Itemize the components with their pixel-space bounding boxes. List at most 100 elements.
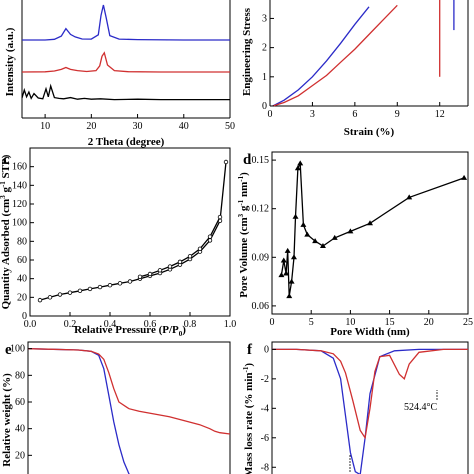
panel-c-letter: c: [3, 152, 10, 168]
panel-c-point-1-5: [187, 254, 193, 259]
panel-f-y-ticks: 0 -2 -4 -6 -8: [261, 344, 276, 473]
panel-c-point-0-2: [57, 292, 63, 297]
panel-d-point-17: [406, 194, 413, 200]
panel-a-xtick-label-1: 20: [86, 121, 96, 132]
panel-c-y-ticks: 0 20 40 60 80 100 120 140 160: [12, 162, 34, 322]
panel-b-xtick-label-3: 9: [395, 109, 400, 120]
panel-c-ytick-label-0: 0: [22, 311, 27, 322]
panel-c-ytick-label-7: 140: [12, 180, 27, 191]
panel-c-xlabel-b: ): [182, 324, 186, 336]
panel-b-xtick-label-2: 6: [352, 109, 357, 120]
panel-d-ylabel-c: nm: [238, 182, 250, 200]
panel-c-point-0-8: [117, 281, 123, 286]
panel-c-point-0-19: [223, 159, 229, 165]
panel-f-ytick-label-0: 0: [264, 344, 269, 355]
panel-d-ylabel-sup3: -1: [237, 175, 245, 181]
panel-e-ytick-label-1: 20: [15, 450, 25, 461]
panel-b-ylabel: Engineering Stress: [241, 7, 253, 96]
panel-b-plot: [272, 0, 455, 107]
panel-a-xtick-label-2: 30: [133, 121, 143, 132]
panel-a-series-0: [22, 4, 230, 41]
panel-d-point-9: [297, 160, 304, 166]
panel-c-point-1-3: [167, 264, 173, 269]
panel-b-series-1: [272, 4, 398, 107]
panel-f-series-1: [272, 348, 468, 440]
panel-c-point-1-8: [217, 214, 223, 220]
panel-d-point-13: [319, 242, 326, 248]
panel-c-point-1-6: [197, 246, 203, 251]
panel-d-point-10: [300, 221, 307, 227]
panel-c-point-0-7: [107, 283, 113, 288]
panel-d-ylabel-sup2: -1: [237, 199, 245, 205]
panel-c-xlabel-a: Relative Pressure (P/P: [74, 324, 179, 336]
panel-d-point-5: [288, 278, 295, 284]
panel-d-ylabel-b: g: [238, 205, 250, 214]
panel-e-ytick-label-5: 100: [10, 344, 25, 355]
panel-a-plot: [21, 4, 230, 101]
panel-b-xtick-label-1: 3: [310, 109, 315, 120]
panel-c-ylabel-c: STP): [0, 154, 12, 181]
panel-d-x-ticks: 0 5 10 15 20 25: [270, 310, 473, 328]
panel-d-frame: [271, 151, 469, 315]
panel-f-ytick-label-4: -8: [261, 462, 269, 473]
panel-b-ytick-label-1: 1: [262, 72, 267, 83]
panel-c-xlabel-sub: 0: [179, 330, 183, 338]
panel-c-point-1-7: [207, 234, 213, 239]
panel-c-point-0-0: [37, 297, 43, 303]
panel-c-point-0-6: [97, 284, 103, 290]
panel-c-point-0-4: [77, 288, 83, 293]
panel-c-point-1-2: [157, 268, 163, 273]
panel-c-xtick-label-5: 1.0: [224, 319, 237, 330]
panel-c-ytick-label-5: 100: [12, 218, 27, 229]
panel-d-ytick-label-2: 0.12: [252, 204, 270, 215]
panel-e-ytick-label-2: 40: [15, 424, 25, 435]
panel-b-ytick-label-3: 3: [262, 13, 267, 24]
panel-f-frame: [271, 341, 469, 474]
panel-c-series-1: [139, 216, 221, 278]
panel-d-xtick-label-0: 0: [270, 317, 275, 328]
panel-d-point-14: [331, 234, 338, 240]
panel-d-point-8: [294, 165, 301, 171]
panel-d-point-4: [286, 293, 293, 299]
panel-d-ytick-label-0: 0.06: [252, 301, 270, 312]
panel-a: 10 20 30 40 50 Intensity (a.u.) 2 Theta (deg…: [4, 0, 235, 148]
panel-d-point-12: [312, 238, 319, 244]
panel-f-plot: [272, 348, 468, 474]
panel-c-ytick-label-8: 160: [12, 162, 27, 173]
panel-a-xtick-label-4: 50: [225, 121, 235, 132]
panel-d-point-1: [280, 257, 287, 263]
panel-f-ytick-label-2: -4: [261, 403, 269, 414]
panel-c-ytick-label-3: 60: [17, 255, 27, 266]
panel-d-xtick-label-1: 5: [309, 317, 314, 328]
panel-d-point-16: [367, 220, 373, 226]
panel-b-ytick-label-0: 0: [262, 101, 267, 112]
panel-c: c 0.0 0.2 0.4 0.6 0.8 1.0 0 20 40 60 80 100 120 140 1…: [0, 147, 237, 338]
panel-d: d 0 5 10 15 20 25 0.06 0.09 0.12 0.15 Pore Volum…: [237, 151, 473, 338]
panel-d-ylabel-sup1: 3: [237, 213, 245, 217]
panel-a-xtick-label-0: 10: [40, 121, 50, 132]
panel-f-ylabel: Mass loss rate (% min-1): [242, 363, 255, 474]
panel-d-xlabel: Pore Width (nm): [330, 326, 410, 338]
panel-b-y-ticks: 0 1 2 3: [262, 13, 274, 112]
panel-d-point-18: [461, 174, 468, 180]
panel-f: f 0 -2 -4 -6 -8 524.4°C Mass loss rate (% mi…: [242, 341, 469, 474]
panel-b-x-ticks: 0 3 6 9 12: [268, 102, 445, 120]
panel-e-plot: [27, 348, 231, 474]
panel-f-ytick-label-1: -2: [261, 374, 269, 385]
panel-e-series-0: [27, 348, 130, 474]
panel-d-xtick-label-2: 10: [345, 317, 355, 328]
panel-a-ylabel: Intensity (a.u.): [4, 27, 16, 96]
panel-c-ylabel-sup2: -1: [0, 181, 7, 187]
panel-c-plot: [37, 159, 229, 303]
panel-d-xtick-label-3: 15: [385, 317, 395, 328]
panel-d-plot: [278, 160, 468, 299]
panel-d-ylabel-a: Pore Volume (cm: [238, 217, 250, 297]
panel-d-ylabel-d: ): [238, 172, 250, 176]
panel-c-point-1-0: [137, 274, 143, 279]
panel-d-series-0: [280, 163, 465, 297]
panel-c-xlabel: Relative Pressure (P/P0): [74, 324, 186, 338]
panel-f-series-0: [272, 348, 468, 474]
